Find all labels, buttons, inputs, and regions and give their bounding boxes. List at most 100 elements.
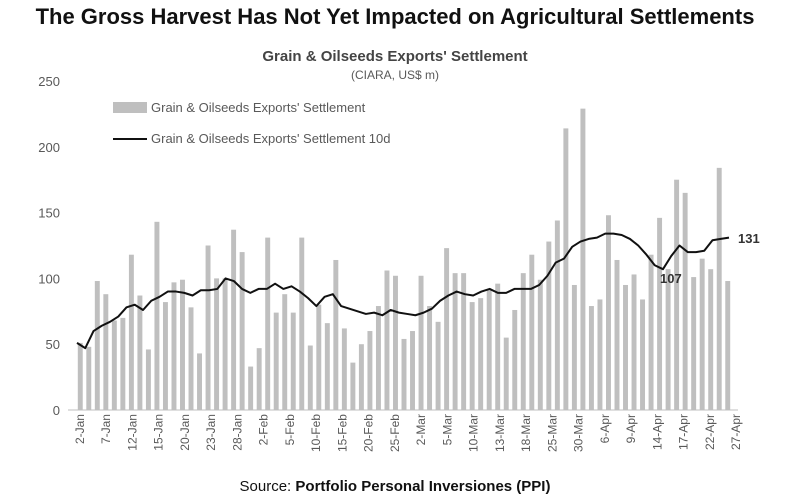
bar (290, 312, 296, 410)
chart-subtitle: (CIARA, US$ m) (351, 68, 439, 82)
x-tick-label: 7-Jan (99, 414, 113, 444)
bar (256, 348, 262, 410)
bar (180, 279, 185, 410)
bar (725, 281, 731, 410)
bar (546, 241, 552, 410)
bar (716, 167, 722, 410)
bar (299, 237, 305, 410)
bar (341, 328, 347, 410)
bar (503, 337, 509, 410)
annotation-last-value: 131 (738, 231, 760, 246)
bar (486, 290, 492, 410)
bar (77, 342, 83, 410)
x-tick-label: 13-Mar (493, 414, 507, 452)
bar (580, 108, 586, 410)
bar (520, 273, 526, 410)
bar (103, 294, 109, 410)
bar (333, 259, 339, 410)
bar (197, 353, 202, 410)
y-axis: 0 50 100 150 200 250 (38, 74, 60, 418)
x-tick-label: 25-Feb (388, 414, 402, 452)
bar (324, 323, 330, 410)
x-tick-label: 14-Apr (650, 414, 664, 450)
x-tick-label: 6-Apr (598, 414, 612, 443)
bar (358, 344, 364, 410)
bar (682, 192, 688, 410)
bar (120, 317, 126, 410)
bar (435, 321, 441, 410)
bar (401, 338, 407, 410)
bar (640, 299, 646, 410)
legend: Grain & Oilseeds Exports' Settlement Gra… (113, 100, 390, 146)
chart: Grain & Oilseeds Exports' Settlement (CI… (38, 48, 760, 452)
legend-bar-swatch (113, 102, 147, 113)
y-tick-label: 50 (46, 337, 60, 352)
bar (94, 281, 100, 410)
bar (239, 252, 245, 410)
bar (307, 345, 313, 410)
bar (623, 284, 628, 410)
headline: The Gross Harvest Has Not Yet Impacted o… (35, 4, 755, 29)
bar (375, 306, 381, 410)
bar (495, 283, 501, 410)
source-name: Portfolio Personal Inversiones (PPI) (295, 478, 551, 495)
bar (188, 307, 194, 410)
bar (273, 312, 279, 410)
bar (597, 299, 603, 410)
bar (384, 270, 390, 410)
bar (631, 274, 637, 410)
bar (282, 294, 288, 410)
y-tick-label: 200 (38, 140, 60, 155)
legend-line-label: Grain & Oilseeds Exports' Settlement 10d (151, 131, 390, 146)
bar (410, 331, 415, 410)
bar (444, 248, 450, 410)
bar (265, 237, 271, 410)
line-series (76, 232, 730, 350)
bar (427, 306, 433, 410)
y-tick-label: 100 (38, 271, 60, 286)
bar (665, 269, 671, 410)
line-10d (76, 232, 730, 350)
bar (248, 366, 254, 410)
x-tick-label: 18-Mar (519, 414, 533, 452)
x-tick-label: 9-Apr (624, 414, 638, 443)
x-tick-label: 2-Feb (257, 414, 271, 446)
bar (708, 269, 714, 410)
x-tick-label: 23-Jan (204, 414, 218, 451)
bar (529, 254, 535, 410)
bar (478, 298, 484, 410)
bar (367, 331, 373, 410)
bar (205, 245, 211, 410)
bar (393, 275, 398, 410)
bar (154, 221, 160, 410)
bar (614, 259, 620, 410)
x-tick-label: 28-Jan (230, 414, 244, 451)
bar (214, 278, 220, 410)
annotation-min-value: 107 (660, 271, 682, 286)
x-tick-label: 5-Mar (440, 414, 454, 445)
y-tick-label: 150 (38, 206, 60, 221)
bar (128, 254, 134, 410)
bar (452, 273, 458, 410)
x-tick-label: 2-Jan (73, 414, 87, 444)
bar (554, 220, 560, 410)
bar (461, 273, 467, 410)
x-tick-label: 22-Apr (703, 414, 717, 450)
y-tick-label: 250 (38, 74, 60, 89)
bar (111, 320, 117, 410)
bar (162, 302, 168, 410)
bar (674, 179, 680, 410)
bar (86, 346, 92, 410)
bar (606, 215, 611, 410)
bar (137, 295, 143, 410)
x-tick-label: 15-Feb (335, 414, 349, 452)
bar (537, 279, 543, 410)
bar (699, 258, 705, 410)
bar (231, 229, 237, 410)
bar (657, 217, 663, 410)
bar (418, 275, 424, 410)
bar (222, 278, 228, 410)
bar (171, 282, 177, 410)
bar (316, 304, 322, 410)
x-tick-label: 17-Apr (677, 414, 691, 450)
